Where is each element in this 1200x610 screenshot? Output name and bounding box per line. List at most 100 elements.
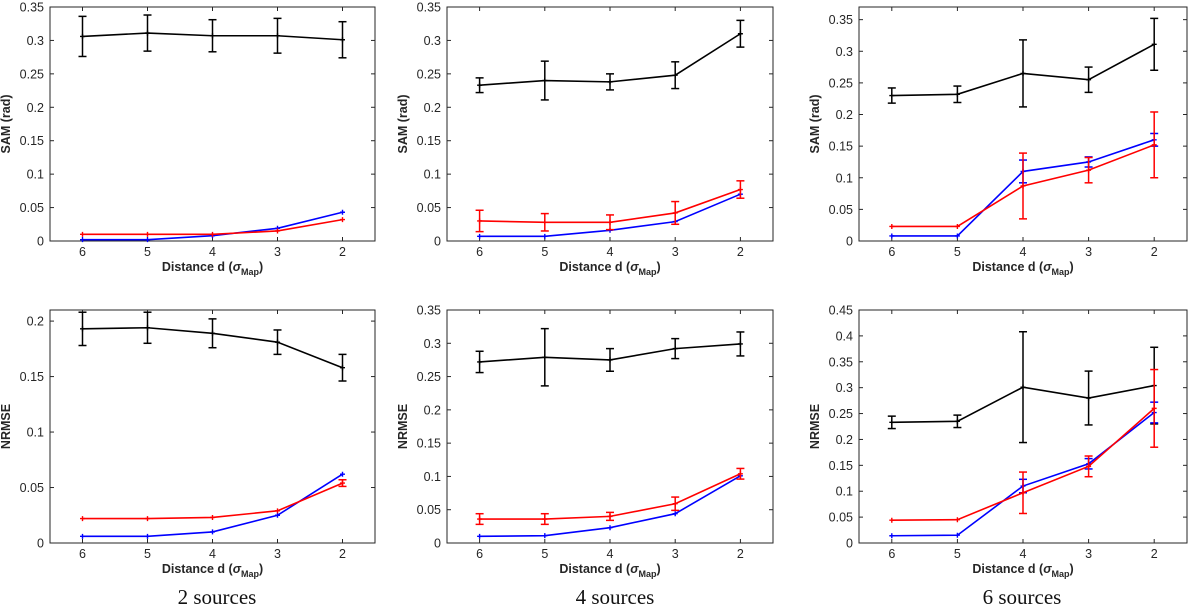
data-point-red <box>1020 490 1026 496</box>
y-tick-label: 0.25 <box>20 67 44 81</box>
x-tick-label: 2 <box>1151 245 1158 259</box>
y-axis-label: NRMSE <box>396 404 410 449</box>
data-point-blue <box>80 237 85 243</box>
data-point-red <box>477 218 483 224</box>
x-tick-label: 3 <box>274 547 281 561</box>
data-point-black <box>954 418 960 424</box>
caption-4-sources: 4 sources <box>576 585 655 609</box>
data-point-red <box>210 231 215 237</box>
y-tick-label: 0 <box>434 235 441 249</box>
data-point-blue <box>542 233 548 239</box>
data-point-black <box>145 325 150 331</box>
data-point-black <box>672 346 678 352</box>
y-tick-label: 0.15 <box>20 134 44 148</box>
y-tick-label: 0.05 <box>829 511 853 525</box>
data-point-red <box>275 508 280 514</box>
data-point-red <box>954 223 960 229</box>
y-tick-label: 0.05 <box>417 503 441 517</box>
data-point-blue <box>542 533 548 539</box>
x-tick-label: 5 <box>541 245 548 259</box>
data-point-black <box>737 341 743 347</box>
data-point-black <box>607 79 613 85</box>
x-tick-label: 4 <box>607 547 614 561</box>
data-point-red <box>210 514 215 520</box>
data-point-blue <box>889 533 895 539</box>
x-tick-label: 5 <box>954 547 961 561</box>
caption-2-sources: 2 sources <box>178 585 257 609</box>
y-tick-label: 0.3 <box>836 381 853 395</box>
data-point-blue <box>210 529 215 535</box>
data-point-black <box>542 354 548 360</box>
x-tick-label: 3 <box>1085 245 1092 259</box>
x-tick-label: 2 <box>339 547 346 561</box>
y-tick-label: 0.1 <box>27 426 44 440</box>
data-point-black <box>607 357 613 363</box>
data-point-blue <box>477 233 483 239</box>
data-point-red <box>477 516 483 522</box>
data-point-black <box>889 93 895 99</box>
x-tick-label: 3 <box>672 547 679 561</box>
y-tick-label: 0.1 <box>836 171 853 185</box>
data-point-red <box>737 471 743 477</box>
data-point-black <box>477 359 483 365</box>
data-point-black <box>1086 77 1092 83</box>
y-tick-label: 0.3 <box>836 45 853 59</box>
series-line-red <box>82 482 343 520</box>
data-point-blue <box>889 233 895 239</box>
data-point-black <box>1020 384 1026 390</box>
data-point-red <box>340 217 345 223</box>
y-tick-label: 0.2 <box>836 433 853 447</box>
data-point-blue <box>340 471 345 477</box>
y-tick-label: 0.1 <box>424 470 441 484</box>
y-tick-label: 0.15 <box>829 140 853 154</box>
x-tick-label: 3 <box>274 245 281 259</box>
y-tick-label: 0.2 <box>27 315 44 329</box>
data-point-black <box>477 82 483 88</box>
data-point-red <box>607 219 613 225</box>
data-point-blue <box>607 525 613 531</box>
x-tick-label: 5 <box>144 245 151 259</box>
y-tick-label: 0.35 <box>417 1 441 15</box>
y-axis-label: NRMSE <box>0 404 13 449</box>
data-point-red <box>672 210 678 216</box>
y-tick-label: 0.15 <box>417 134 441 148</box>
data-point-red <box>275 228 280 234</box>
y-tick-label: 0.35 <box>20 1 44 15</box>
data-point-blue <box>954 233 960 239</box>
y-tick-label: 0.45 <box>829 304 853 318</box>
chart-panel-1: 0 0.05 0.1 0.15 0.2 0.25 0.3 0.35 6 5 4 3 2 Distance … <box>0 1 376 277</box>
data-point-black <box>1086 395 1092 401</box>
y-tick-label: 0.3 <box>27 34 44 48</box>
y-tick-label: 0.25 <box>829 407 853 421</box>
data-point-black <box>1151 41 1157 47</box>
data-point-red <box>737 187 743 193</box>
data-point-red <box>340 480 345 486</box>
data-point-black <box>275 33 280 39</box>
chart-panel-6: 0 0.05 0.1 0.15 0.2 0.25 0.3 0.35 0.4 0.45 6 5 4 3 2 Di… <box>808 304 1188 579</box>
x-tick-label: 5 <box>954 245 961 259</box>
chart-panel-2: 0 0.05 0.1 0.15 0.2 0.25 0.3 0.35 6 5 4 3 2 Distance … <box>396 1 774 277</box>
data-point-red <box>954 517 960 523</box>
y-tick-label: 0.35 <box>829 355 853 369</box>
data-point-red <box>80 516 85 522</box>
data-point-red <box>542 516 548 522</box>
data-point-red <box>1020 183 1026 189</box>
y-axis-label: SAM (rad) <box>0 94 13 153</box>
y-tick-label: 0.05 <box>20 201 44 215</box>
y-tick-label: 0.4 <box>836 329 853 343</box>
y-tick-label: 0.25 <box>417 370 441 384</box>
chart-panel-3: 0 0.05 0.1 0.15 0.2 0.25 0.3 0.35 6 5 4 3 2 Distance … <box>808 6 1188 277</box>
y-tick-label: 0.2 <box>424 101 441 115</box>
y-tick-label: 0.2 <box>424 403 441 417</box>
axes-box <box>446 6 774 242</box>
x-tick-label: 6 <box>476 245 483 259</box>
data-point-blue <box>672 511 678 517</box>
data-point-black <box>210 330 215 336</box>
data-point-black <box>672 72 678 78</box>
x-tick-label: 6 <box>888 245 895 259</box>
y-tick-label: 0.2 <box>27 101 44 115</box>
data-point-red <box>542 219 548 225</box>
x-tick-label: 4 <box>1020 245 1027 259</box>
y-tick-label: 0 <box>434 537 441 551</box>
data-point-red <box>1086 463 1092 469</box>
